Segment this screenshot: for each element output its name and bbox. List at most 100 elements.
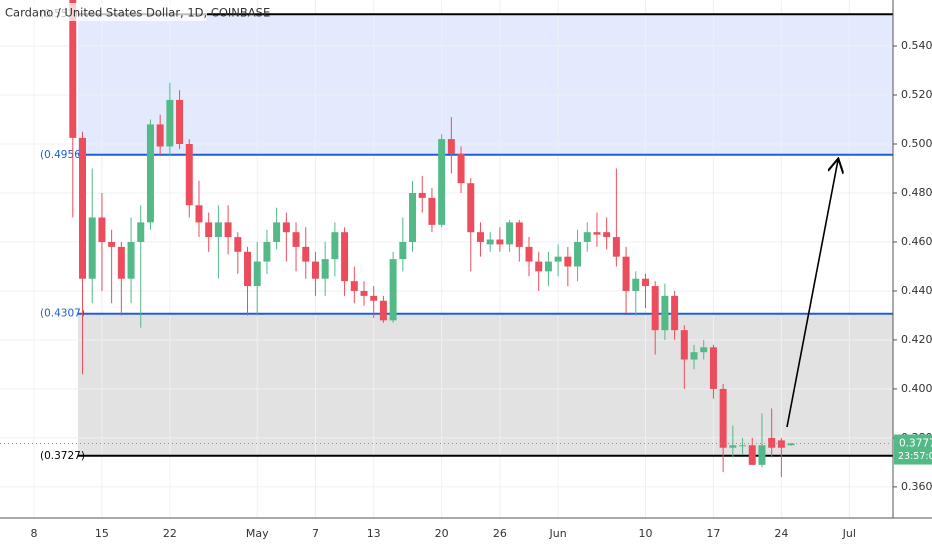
x-tick-label: 13 — [367, 527, 381, 540]
candle-body — [321, 259, 329, 279]
candle-body — [234, 237, 242, 252]
y-tick-label: 0.3600 — [901, 480, 932, 493]
candle-body — [603, 232, 611, 238]
candle-body — [389, 259, 397, 321]
x-tick-label: May — [246, 527, 269, 540]
candle-body — [224, 222, 232, 238]
candle-body — [680, 330, 688, 360]
candle-body — [554, 256, 562, 262]
candle-body — [758, 445, 766, 465]
candle-body — [612, 237, 620, 257]
candle-body — [476, 232, 484, 242]
candle-body — [360, 290, 368, 296]
candle-body — [671, 295, 679, 331]
candle-body — [438, 139, 446, 225]
candle-body — [166, 99, 174, 147]
last-price-box — [894, 434, 932, 465]
chart-title: Cardano / United States Dollar, 1D, COIN… — [5, 6, 270, 20]
candle-body — [185, 144, 193, 206]
candle-body — [632, 278, 640, 291]
x-tick-label: 17 — [706, 527, 720, 540]
candle-body — [331, 232, 339, 260]
candle-body — [709, 347, 717, 389]
candle-body — [700, 347, 708, 353]
candle-body — [583, 232, 591, 242]
candle-body — [108, 241, 116, 247]
x-tick-label: 10 — [638, 527, 652, 540]
candle-body — [748, 445, 756, 465]
candle-body — [457, 153, 465, 184]
candle-body — [729, 445, 737, 448]
x-tick-label: Jun — [549, 527, 567, 540]
candle-body — [525, 246, 533, 262]
candle-body — [205, 222, 213, 238]
x-tick-label: 24 — [774, 527, 788, 540]
x-tick-label: 8 — [30, 527, 37, 540]
candle-body — [787, 443, 795, 446]
candle-body — [447, 139, 455, 154]
candle-body — [311, 261, 319, 279]
candle-body — [69, 0, 77, 138]
candle-body — [593, 232, 601, 235]
candle-body — [292, 232, 300, 247]
candle-body — [564, 256, 572, 267]
x-tick-label: 26 — [493, 527, 507, 540]
candle-body — [253, 261, 261, 287]
level-label: (0.4956) — [40, 149, 85, 161]
countdown-label: 23:57:08 — [898, 451, 932, 462]
candle-body — [98, 217, 106, 242]
candle-body — [127, 241, 135, 279]
candle-body — [486, 239, 494, 245]
candle-body — [263, 241, 271, 262]
x-tick-label: 20 — [435, 527, 449, 540]
candle-body — [117, 246, 125, 279]
candle-body — [651, 286, 659, 331]
candle-body — [690, 352, 698, 360]
candle-body — [273, 222, 281, 242]
level-label: (0.3727) — [40, 450, 85, 462]
candle-body — [350, 281, 358, 291]
candle-body — [302, 246, 310, 262]
last-price-label: 0.3777 — [899, 438, 932, 450]
candle-body — [515, 222, 523, 247]
candle-body — [146, 124, 154, 223]
candle-body — [244, 251, 252, 287]
x-tick-label: 7 — [312, 527, 319, 540]
candle-body — [195, 205, 203, 223]
zone — [78, 313, 893, 456]
zone — [78, 14, 893, 155]
annotation-arrow — [786, 160, 838, 428]
candle-body — [768, 437, 776, 448]
candle-body — [341, 232, 349, 282]
candle-body — [214, 222, 222, 238]
candle-body — [418, 192, 426, 198]
candle-body — [467, 183, 475, 233]
candle-body — [739, 445, 747, 447]
candle-body — [176, 99, 184, 145]
title-backdrop — [2, 3, 207, 21]
candle-body — [156, 124, 164, 147]
candle-body — [428, 197, 436, 225]
candle-body — [409, 192, 417, 242]
candle-body — [535, 261, 543, 272]
candle-body — [137, 222, 145, 242]
candle-body — [622, 256, 630, 291]
candle-body — [399, 241, 407, 260]
candle-body — [370, 295, 378, 301]
x-tick-label: Jul — [842, 527, 856, 540]
candle-body — [379, 300, 387, 321]
x-tick-label: 22 — [163, 527, 177, 540]
candle-body — [79, 137, 86, 279]
candle-body — [88, 217, 96, 279]
x-tick-label: 15 — [95, 527, 109, 540]
candle-body — [282, 222, 290, 233]
candle-body — [641, 278, 649, 287]
